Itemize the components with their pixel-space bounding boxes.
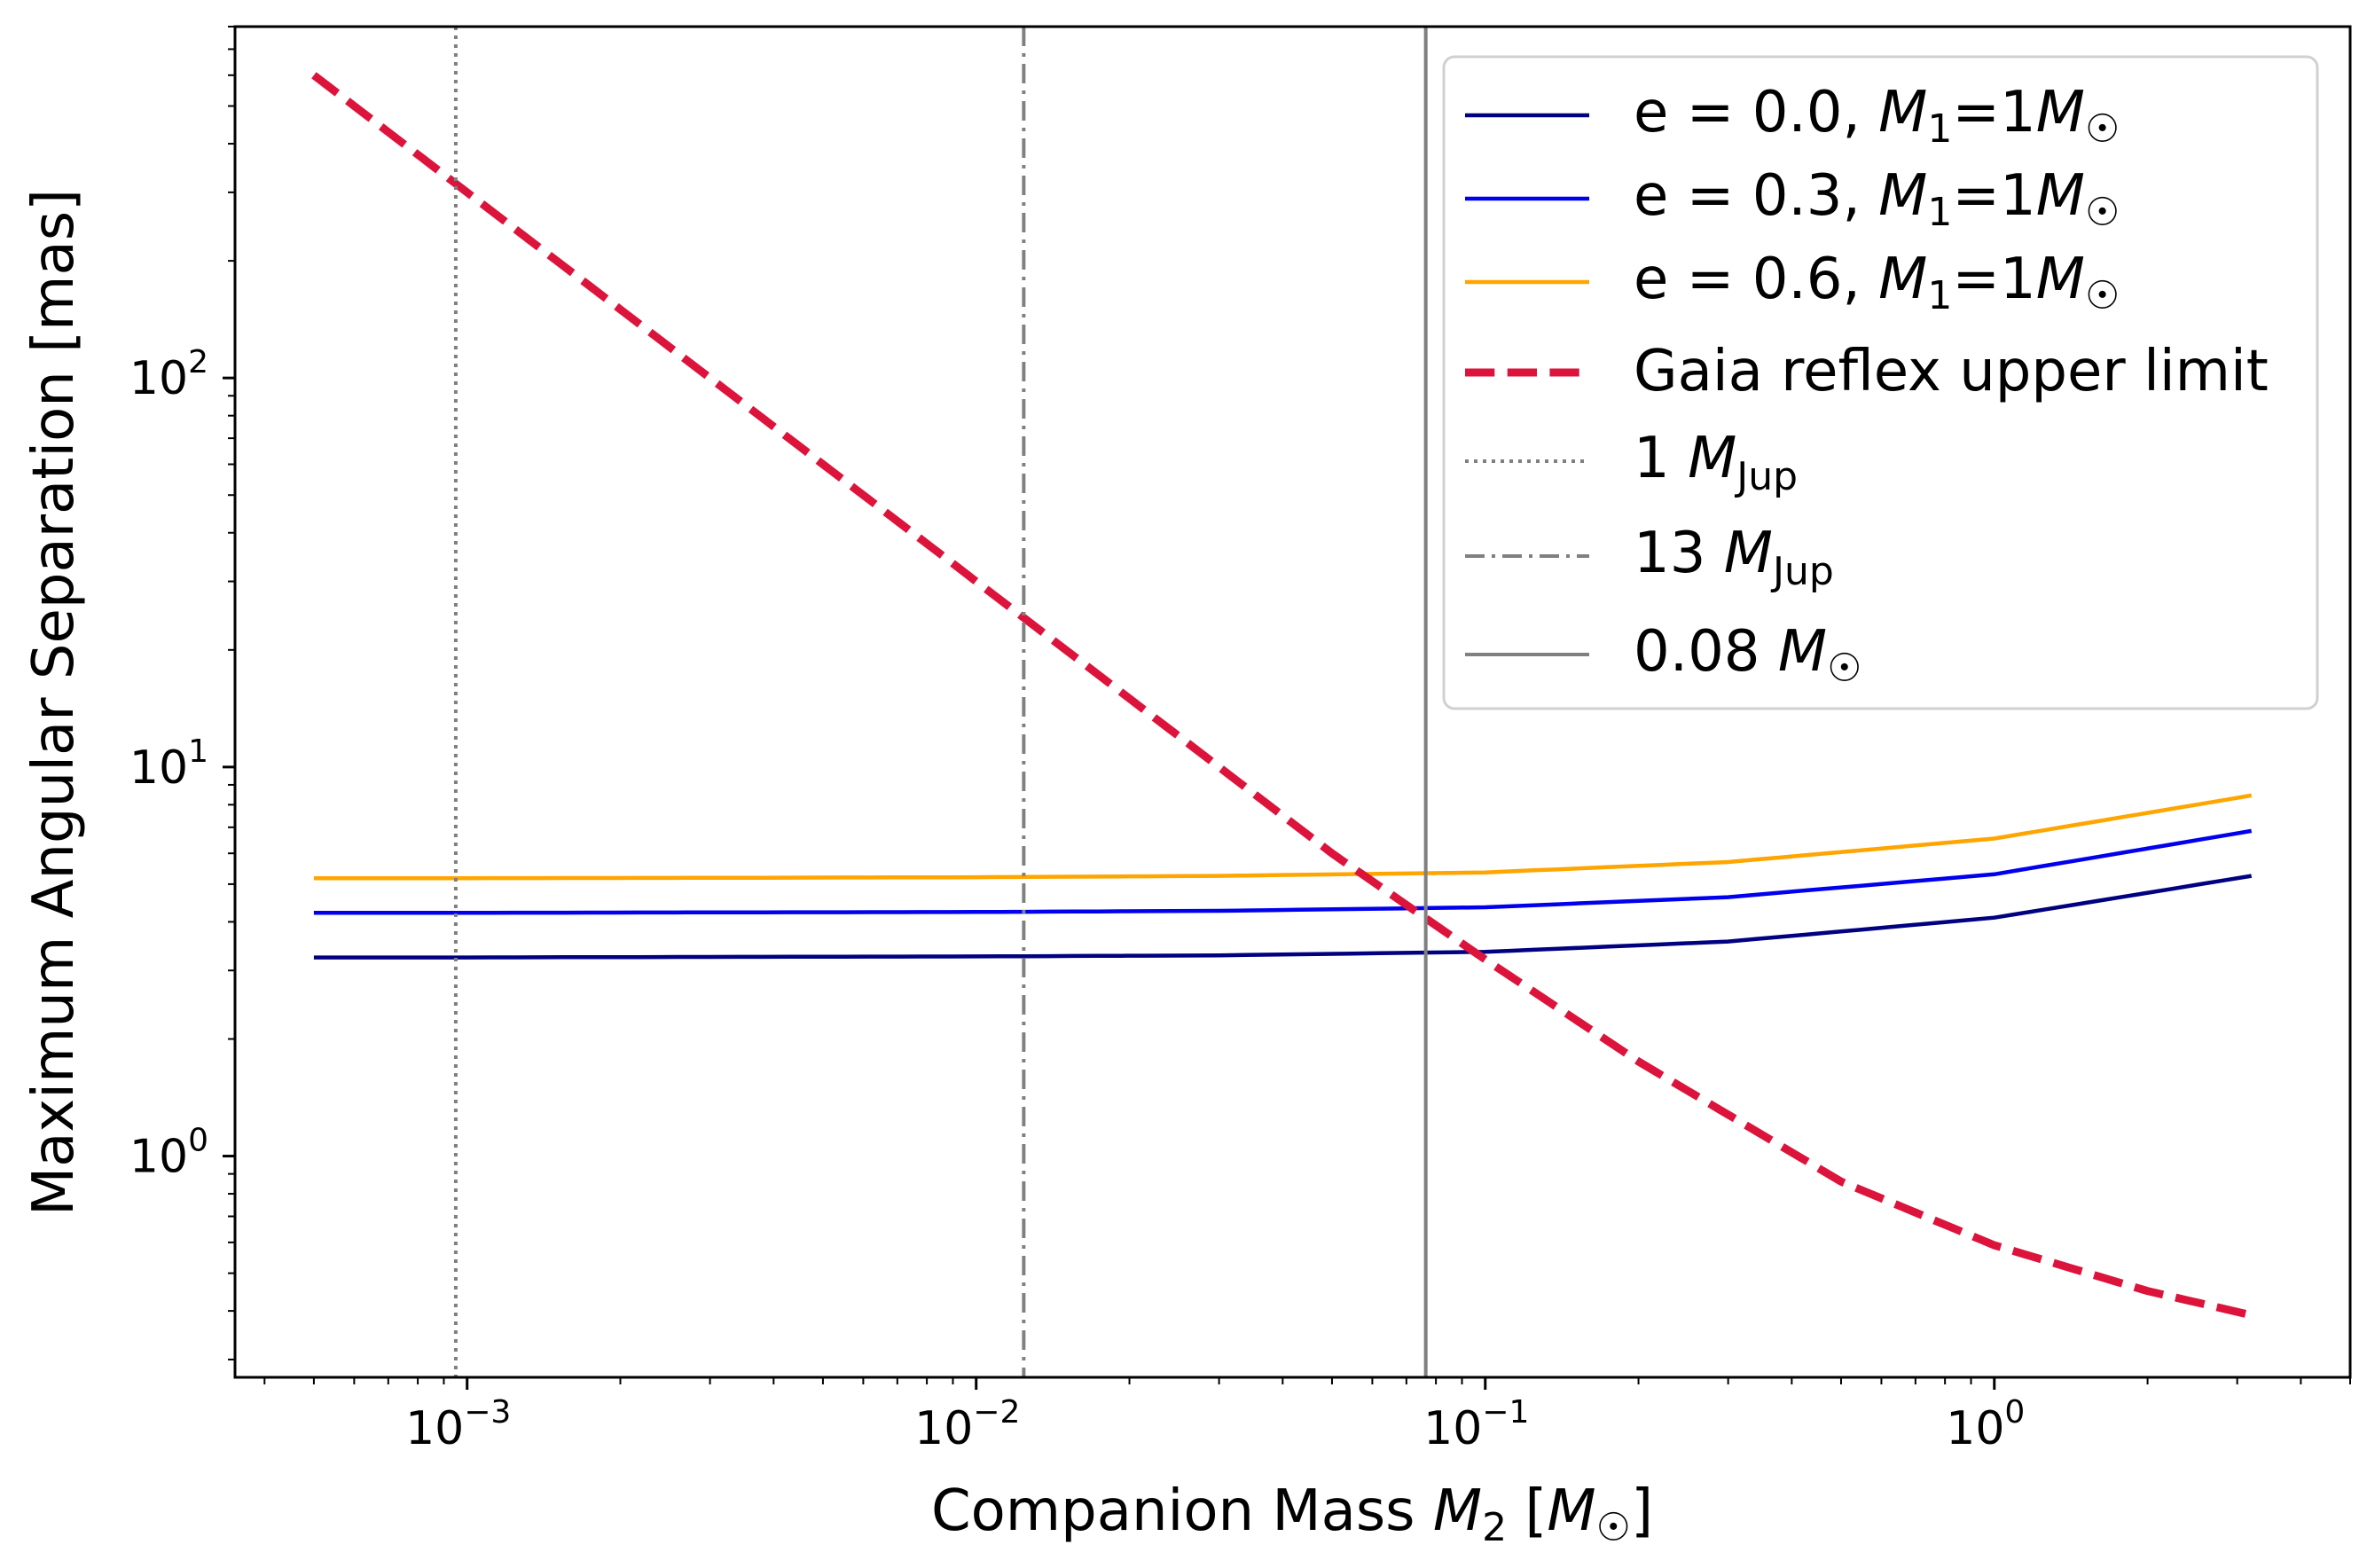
legend-1mjup-main: 1 bbox=[1634, 426, 1688, 491]
legend-008-main: 0.08 bbox=[1634, 619, 1778, 685]
series-layer bbox=[311, 72, 2253, 1320]
reference-lines bbox=[453, 27, 1428, 1377]
x-tick-label-3: 100 bbox=[1946, 1394, 2025, 1455]
legend-13mjup-m: M bbox=[1724, 521, 1773, 586]
legend-label-1mjup: 1 MJup bbox=[1634, 426, 1798, 499]
x-axis-title-sym2: M bbox=[1547, 1478, 1595, 1544]
legend-e06-mid: =1 bbox=[1952, 247, 2035, 312]
legend-e06-sub: 1 bbox=[1927, 273, 1952, 318]
x-tick-label-1: 10−2 bbox=[914, 1394, 1020, 1455]
x-axis-title-sym: M bbox=[1433, 1478, 1482, 1544]
legend-label-13mjup: 13 MJup bbox=[1634, 521, 1834, 594]
legend-1mjup-m: M bbox=[1688, 426, 1736, 491]
legend-e03-mid: =1 bbox=[1952, 163, 2035, 229]
series-line-3 bbox=[311, 72, 2253, 1320]
legend-label-e03: e = 0.3, M1=1M☉ bbox=[1634, 163, 2120, 235]
legend-e00-sun: ☉ bbox=[2085, 106, 2120, 152]
series-line-1 bbox=[313, 828, 2253, 915]
y-axis-title: Maximum Angular Separation [mas] bbox=[21, 189, 87, 1216]
legend-e00-mid: =1 bbox=[1952, 80, 2035, 145]
x-axis-title-sub: 2 bbox=[1482, 1505, 1507, 1550]
legend-e06-m: M bbox=[1878, 247, 1927, 312]
legend-box bbox=[1442, 55, 2319, 710]
y-tick-label-0: 100 bbox=[129, 1123, 208, 1184]
x-tick-label-2: 10−1 bbox=[1423, 1394, 1529, 1455]
x-axis-title-pre: Companion Mass bbox=[931, 1478, 1433, 1544]
legend-e06-m2: M bbox=[2036, 247, 2085, 312]
legend-handles bbox=[1465, 113, 1589, 656]
legend-label-e00: e = 0.0, M1=1M☉ bbox=[1634, 80, 2120, 152]
legend-e06-sun: ☉ bbox=[2085, 273, 2120, 318]
legend-label-gaia: Gaia reflex upper limit bbox=[1634, 339, 2269, 404]
legend-e00-sub: 1 bbox=[1927, 106, 1952, 152]
x-tick-label-0: 10−3 bbox=[405, 1394, 511, 1455]
legend-e03-sub: 1 bbox=[1927, 190, 1952, 235]
legend-e03-m2: M bbox=[2036, 163, 2085, 229]
legend-e00-pre: e = 0.0, bbox=[1634, 80, 1878, 145]
legend-13mjup-main: 13 bbox=[1634, 521, 1724, 586]
legend-e03-m: M bbox=[1878, 163, 1927, 229]
legend-e03-pre: e = 0.3, bbox=[1634, 163, 1878, 229]
legend-label-e06: e = 0.6, M1=1M☉ bbox=[1634, 247, 2120, 318]
legend-e00-m: M bbox=[1878, 80, 1927, 145]
legend-e00-m2: M bbox=[2036, 80, 2085, 145]
legend-e03-sun: ☉ bbox=[2085, 190, 2120, 235]
x-axis-title-sub2: ☉ bbox=[1596, 1505, 1631, 1550]
x-axis-title: Companion Mass M2 [M☉] bbox=[931, 1478, 1653, 1550]
legend-008-m: M bbox=[1778, 619, 1827, 685]
legend-008-sub: ☉ bbox=[1827, 646, 1861, 691]
legend-13mjup-sub: Jup bbox=[1770, 549, 1834, 594]
x-axis-title-post1: [ bbox=[1507, 1478, 1547, 1544]
y-tick-label-2: 102 bbox=[129, 344, 208, 405]
series-line-0 bbox=[313, 874, 2253, 960]
legend-1mjup-sub: Jup bbox=[1734, 454, 1798, 499]
ticks: 10−3 10−2 10−1 100 100 101 102 bbox=[129, 26, 2351, 1455]
y-tick-label-1: 101 bbox=[129, 733, 208, 795]
x-axis-title-post2: ] bbox=[1631, 1478, 1653, 1544]
legend-label-008msun: 0.08 M☉ bbox=[1634, 619, 1862, 691]
legend-e06-pre: e = 0.6, bbox=[1634, 247, 1878, 312]
legend: e = 0.0, M1=1M☉ e = 0.3, M1=1M☉ e = 0.6,… bbox=[1442, 55, 2319, 710]
plot-frame bbox=[233, 25, 2352, 1379]
series-line-2 bbox=[313, 793, 2253, 881]
